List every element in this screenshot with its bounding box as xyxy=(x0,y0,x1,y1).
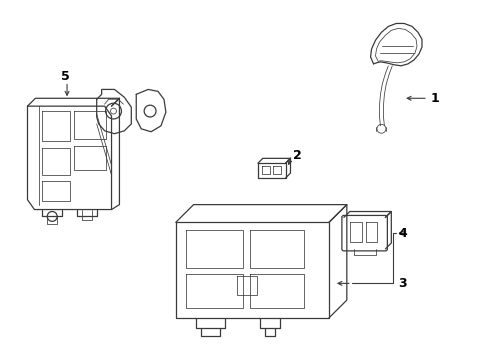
Text: 3: 3 xyxy=(398,277,407,290)
Text: 2: 2 xyxy=(294,149,302,162)
Text: 4: 4 xyxy=(398,227,407,240)
Text: 5: 5 xyxy=(61,70,70,83)
Text: 1: 1 xyxy=(431,92,440,105)
